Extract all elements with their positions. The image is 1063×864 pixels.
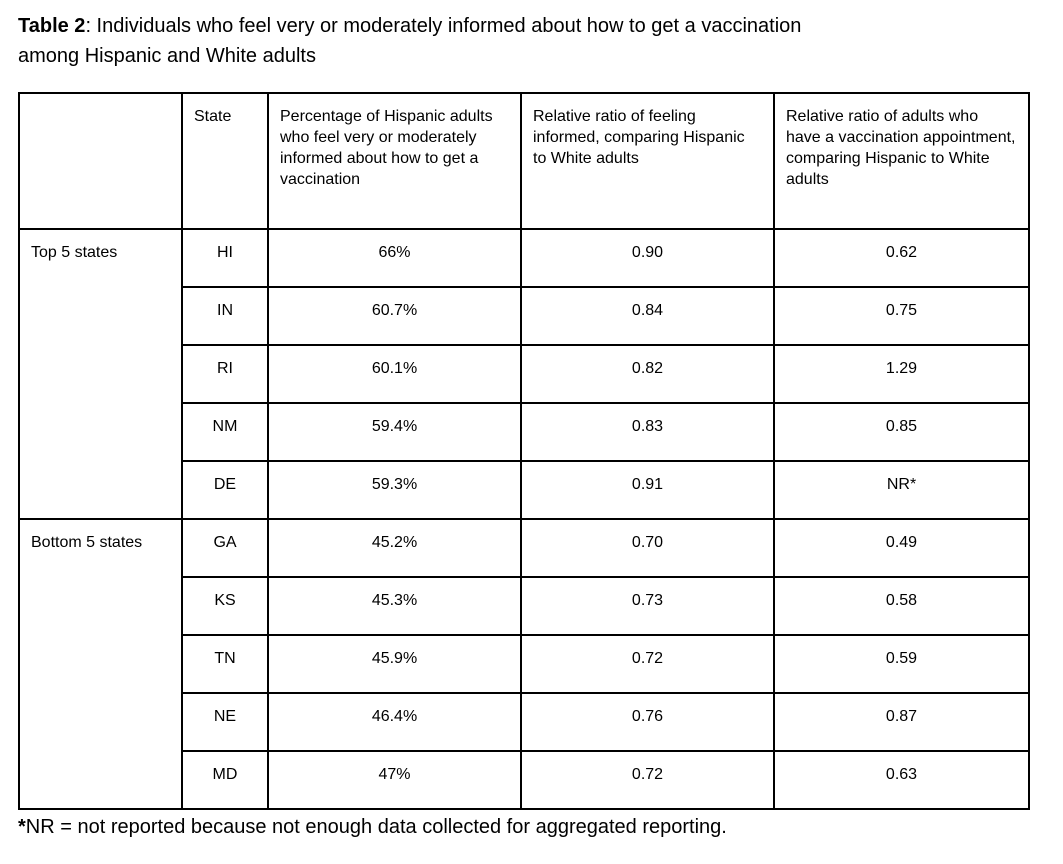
- table-header-row: State Percentage of Hispanic adults who …: [18, 92, 1030, 230]
- value-cell-rr_informed: 0.84: [520, 286, 775, 346]
- state-cell: HI: [181, 228, 269, 288]
- group-label-cell: Bottom 5 states: [18, 518, 183, 810]
- table-title-label: Table 2: [18, 15, 86, 37]
- value-cell-rr_informed: 0.82: [520, 344, 775, 404]
- value-cell-pct_informed: 59.3%: [267, 460, 522, 520]
- value-cell-pct_informed: 45.9%: [267, 634, 522, 694]
- footnote-marker: *: [18, 816, 26, 838]
- header-cell-rr-informed: Relative ratio of feeling informed, comp…: [520, 92, 775, 230]
- table-row: KS 45.3% 0.73 0.58: [19, 576, 1030, 636]
- value-cell-rr_appointment: 0.75: [773, 286, 1030, 346]
- document-page: Table 2: Individuals who feel very or mo…: [18, 11, 1045, 841]
- value-cell-pct_informed: 45.2%: [267, 518, 522, 578]
- value-cell-rr_appointment: 0.59: [773, 634, 1030, 694]
- table-title-text: : Individuals who feel very or moderatel…: [18, 15, 802, 67]
- table-row: Bottom 5 states GA 45.2% 0.70 0.49: [18, 518, 1030, 810]
- value-cell-rr_appointment: 0.87: [773, 692, 1030, 752]
- value-cell-rr_appointment: 0.62: [773, 228, 1030, 288]
- value-cell-rr_informed: 0.90: [520, 228, 775, 288]
- state-cell: MD: [181, 750, 269, 810]
- value-cell-rr_appointment: 0.63: [773, 750, 1030, 810]
- data-table: State Percentage of Hispanic adults who …: [18, 92, 1030, 810]
- table-row: DE 59.3% 0.91 NR*: [19, 460, 1030, 520]
- value-cell-rr_appointment: 0.85: [773, 402, 1030, 462]
- table-row: IN 60.7% 0.84 0.75: [19, 286, 1030, 346]
- header-cell-group: [18, 92, 183, 230]
- table-row: NE 46.4% 0.76 0.87: [19, 692, 1030, 752]
- value-cell-rr_informed: 0.91: [520, 460, 775, 520]
- footnote-text: NR = not reported because not enough dat…: [25, 816, 727, 838]
- value-cell-rr_informed: 0.72: [520, 634, 775, 694]
- value-cell-rr_informed: 0.70: [520, 518, 775, 578]
- value-cell-rr_informed: 0.73: [520, 576, 775, 636]
- value-cell-rr_informed: 0.72: [520, 750, 775, 810]
- footnote: *NR = not reported because not enough da…: [18, 813, 1045, 841]
- state-cell: DE: [181, 460, 269, 520]
- state-cell: KS: [181, 576, 269, 636]
- value-cell-rr_appointment: 1.29: [773, 344, 1030, 404]
- value-cell-rr_appointment: 0.58: [773, 576, 1030, 636]
- state-cell: NE: [181, 692, 269, 752]
- value-cell-rr_informed: 0.76: [520, 692, 775, 752]
- value-cell-pct_informed: 60.1%: [267, 344, 522, 404]
- table-row: NM 59.4% 0.83 0.85: [19, 402, 1030, 462]
- table-row: TN 45.9% 0.72 0.59: [19, 634, 1030, 694]
- header-cell-pct-informed: Percentage of Hispanic adults who feel v…: [267, 92, 522, 230]
- group-label-cell: Top 5 states: [18, 228, 183, 520]
- header-cell-state: State: [181, 92, 269, 230]
- value-cell-pct_informed: 59.4%: [267, 402, 522, 462]
- state-cell: RI: [181, 344, 269, 404]
- table-row: Top 5 states HI 66% 0.90 0.62: [18, 228, 1030, 520]
- value-cell-rr_appointment: 0.49: [773, 518, 1030, 578]
- state-cell: TN: [181, 634, 269, 694]
- value-cell-pct_informed: 47%: [267, 750, 522, 810]
- state-cell: GA: [181, 518, 269, 578]
- value-cell-pct_informed: 45.3%: [267, 576, 522, 636]
- table-row: RI 60.1% 0.82 1.29: [19, 344, 1030, 404]
- value-cell-pct_informed: 46.4%: [267, 692, 522, 752]
- value-cell-rr_appointment: NR*: [773, 460, 1030, 520]
- table-body: Top 5 states HI 66% 0.90 0.62 IN 60.7% 0.84 0.75…: [18, 228, 1030, 810]
- state-cell: IN: [181, 286, 269, 346]
- value-cell-rr_informed: 0.83: [520, 402, 775, 462]
- table-row: MD 47% 0.72 0.63: [19, 750, 1030, 810]
- state-cell: NM: [181, 402, 269, 462]
- header-cell-rr-appointment: Relative ratio of adults who have a vacc…: [773, 92, 1030, 230]
- table-title: Table 2: Individuals who feel very or mo…: [18, 11, 1045, 71]
- value-cell-pct_informed: 60.7%: [267, 286, 522, 346]
- value-cell-pct_informed: 66%: [267, 228, 522, 288]
